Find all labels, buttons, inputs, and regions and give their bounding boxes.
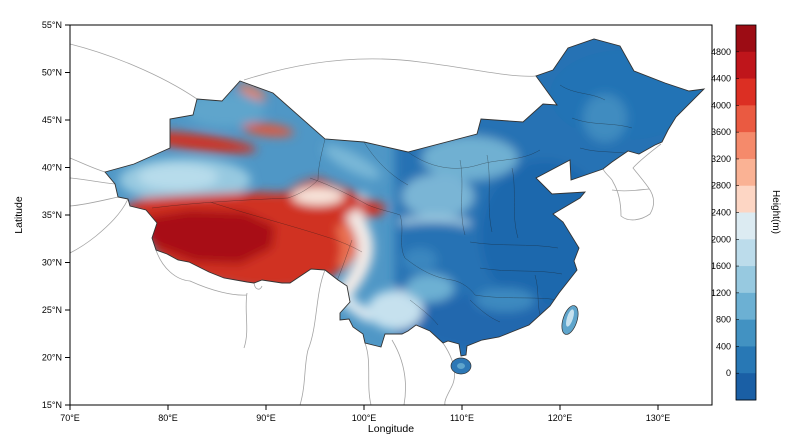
border-laos-vietnam <box>391 339 406 405</box>
border-kazakhstan <box>70 43 198 100</box>
colorbar-tick-label: 3600 <box>711 127 731 137</box>
border-afghanistan <box>70 196 119 207</box>
x-ticks <box>69 405 659 410</box>
border-nepal <box>155 249 248 296</box>
border-tajikistan <box>70 177 116 185</box>
colorbar-band <box>736 292 756 321</box>
colorbar-ticks <box>736 51 739 374</box>
x-axis-label: Longitude <box>368 423 414 434</box>
china-outline <box>104 38 706 357</box>
colorbar-band <box>736 185 756 213</box>
y-ticks <box>65 24 70 406</box>
colorbar-band <box>736 158 756 187</box>
border-bhutan <box>253 282 263 290</box>
x-tick-70E: 70°E <box>60 413 80 423</box>
colorbar-tick-label: 400 <box>716 341 731 351</box>
y-axis-label: Latitude <box>13 196 25 234</box>
border-mongolia-russia <box>243 58 537 81</box>
border-bangladesh <box>243 292 248 349</box>
colorbar-band <box>736 105 756 133</box>
border-korea <box>602 143 662 221</box>
x-tick-100E: 100°E <box>352 413 377 423</box>
colorbar-band <box>736 239 756 267</box>
colorbar-band <box>736 212 756 240</box>
y-tick-labels: 15°N 20°N 25°N 30°N 35°N 40°N 45°N 50°N … <box>42 20 62 410</box>
colorbar-tick-label: 3200 <box>711 154 731 164</box>
colorbar-tick-label: 2000 <box>711 234 731 244</box>
y-tick-45N: 45°N <box>42 115 62 125</box>
colorbar-band <box>736 51 756 79</box>
colorbar-tick-label: 4000 <box>711 100 731 110</box>
neighbor-borders <box>70 43 662 405</box>
taiwan-island <box>561 305 579 335</box>
colorbar-band <box>736 78 756 106</box>
y-tick-40N: 40°N <box>42 163 62 173</box>
colorbar-band <box>736 132 756 160</box>
y-tick-20N: 20°N <box>42 353 62 363</box>
border-india-pakistan <box>70 198 129 254</box>
y-tick-15N: 15°N <box>42 400 62 410</box>
y-tick-35N: 35°N <box>42 210 62 220</box>
colorbar-bands <box>736 25 756 401</box>
colorbar-tick-label: 4400 <box>711 74 731 84</box>
x-tick-120E: 120°E <box>548 413 573 423</box>
colorbar-band <box>736 25 756 53</box>
colorbar-band <box>736 373 756 401</box>
y-tick-30N: 30°N <box>42 258 62 268</box>
colorbar-tick-label: 800 <box>716 315 731 325</box>
border-korea-dmz <box>611 188 650 192</box>
colorbar-band <box>736 346 756 374</box>
china-terrain <box>105 39 704 356</box>
border-myanmar-laos <box>364 342 372 405</box>
x-tick-110E: 110°E <box>450 413 474 423</box>
colorbar-tick-label: 2400 <box>711 208 731 218</box>
colorbar-tick-label: 1200 <box>711 288 731 298</box>
colorbar-band <box>736 266 756 294</box>
y-tick-55N: 55°N <box>42 20 62 30</box>
x-tick-90E: 90°E <box>256 413 276 423</box>
y-tick-50N: 50°N <box>42 68 62 78</box>
colorbar-title: Height(m) <box>770 190 781 234</box>
colorbar-tick-labels: 4800440040003600320028002400200016001200… <box>711 47 731 378</box>
colorbar-tick-label: 2800 <box>711 181 731 191</box>
border-vietnam-coast <box>442 342 456 405</box>
x-tick-labels: 70°E 80°E 90°E 100°E 110°E 120°E 130°E <box>60 413 670 423</box>
colorbar-band <box>736 319 756 347</box>
province-borders <box>151 84 641 326</box>
colorbar-tick-label: 0 <box>726 368 731 378</box>
border-india-myanmar <box>299 269 326 405</box>
hainan-island <box>450 357 472 375</box>
colorbar-tick-label: 4800 <box>711 47 731 57</box>
y-tick-25N: 25°N <box>42 305 62 315</box>
x-tick-130E: 130°E <box>646 413 671 423</box>
border-kyrgyzstan <box>70 157 106 173</box>
colorbar-tick-label: 1600 <box>711 261 731 271</box>
terrain-blobs <box>119 39 704 356</box>
x-tick-80E: 80°E <box>158 413 178 423</box>
